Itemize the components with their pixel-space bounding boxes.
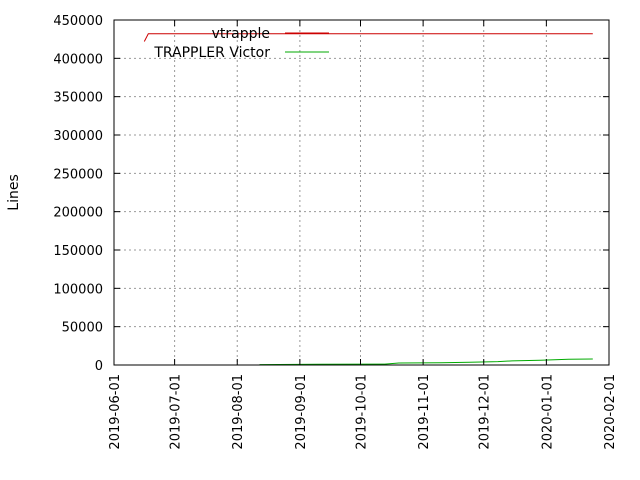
y-tick-label: 450000 <box>53 14 103 29</box>
y-tick-label: 0 <box>95 359 103 374</box>
legend: vtrapple TRAPPLER Victor <box>153 26 329 61</box>
x-tick-label: 2019-06-01 <box>108 374 123 450</box>
x-tick-label: 2019-12-01 <box>478 374 493 450</box>
x-tick-label: 2019-07-01 <box>169 374 184 450</box>
x-tick-label: 2019-10-01 <box>354 374 369 450</box>
grid-layer <box>114 20 609 365</box>
y-tick-label: 150000 <box>53 244 103 259</box>
x-tick-label: 2019-08-01 <box>231 374 246 450</box>
y-tick-label: 350000 <box>53 91 103 106</box>
plot-frame <box>113 19 610 366</box>
x-tick-label: 2019-09-01 <box>294 374 309 450</box>
series-line-0 <box>143 33 593 42</box>
x-tick-label: 2019-11-01 <box>417 374 432 450</box>
y-tick-label: 200000 <box>53 206 103 221</box>
y-tick-label: 100000 <box>53 282 103 297</box>
y-tick-label: 50000 <box>62 321 103 336</box>
y-axis-title: Lines <box>6 174 22 210</box>
x-tick-label: 2020-02-01 <box>603 374 618 450</box>
y-tick-label: 300000 <box>53 129 103 144</box>
series-layer <box>143 33 593 366</box>
x-tick-label: 2020-01-01 <box>540 374 555 450</box>
legend-label: TRAPPLER Victor <box>153 45 270 61</box>
y-tick-label: 250000 <box>53 167 103 182</box>
tick-layer: 0 50000 100000 150000 200000 250000 300000 3500… <box>53 14 618 450</box>
y-tick-label: 400000 <box>53 52 103 67</box>
legend-label: vtrapple <box>212 26 270 42</box>
series-line-1 <box>259 358 593 366</box>
